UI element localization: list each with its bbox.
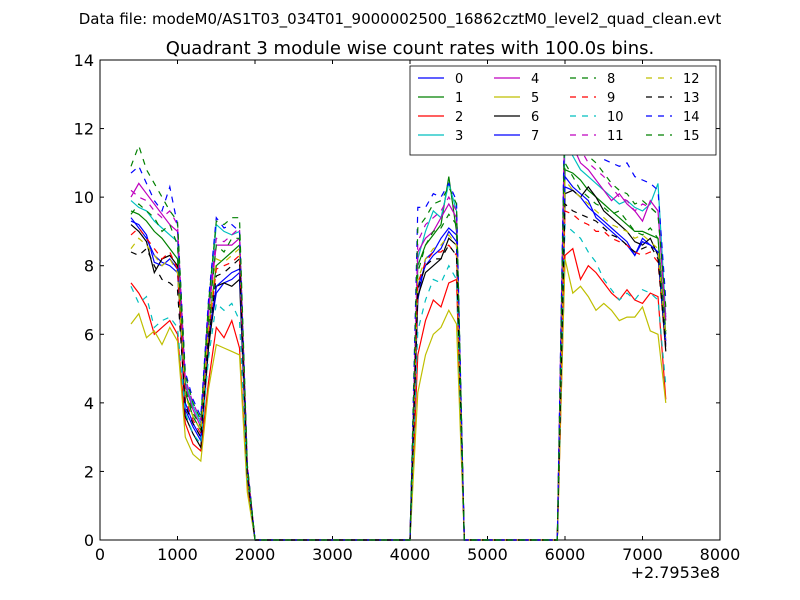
- legend-label-5: 5: [531, 91, 539, 106]
- legend-label-7: 7: [531, 129, 539, 144]
- x-tick-label: 4000: [390, 545, 431, 564]
- series-line-13: [130, 202, 667, 541]
- x-tick-label: 8000: [700, 545, 741, 564]
- legend-label-11: 11: [607, 129, 624, 144]
- y-tick-label: 4: [84, 394, 94, 413]
- x-tick-label: 5000: [467, 545, 508, 564]
- chart-title: Quadrant 3 module wise count rates with …: [166, 38, 655, 59]
- x-tick-label: 0: [95, 545, 105, 564]
- legend-label-4: 4: [531, 72, 539, 87]
- y-tick-label: 6: [84, 325, 94, 344]
- legend-label-10: 10: [607, 110, 624, 125]
- suptitle: Data file: modeM0/AS1T03_034T01_90000025…: [79, 10, 722, 29]
- legend-label-1: 1: [455, 91, 463, 106]
- y-tick-label: 12: [74, 120, 94, 139]
- x-tick-label: 1000: [157, 545, 198, 564]
- legend-label-2: 2: [455, 110, 463, 125]
- axis-ticks: 0 1000 2000 3000 4000 5000 6000 7000 80000246810…: [74, 51, 741, 564]
- legend-label-12: 12: [683, 72, 700, 87]
- y-tick-label: 8: [84, 257, 94, 276]
- legend-label-13: 13: [683, 91, 700, 106]
- legend-label-8: 8: [607, 72, 615, 87]
- legend-label-14: 14: [683, 110, 700, 125]
- legend-label-3: 3: [455, 129, 463, 144]
- legend-label-0: 0: [455, 72, 463, 87]
- legend-label-6: 6: [531, 110, 539, 125]
- series-line-15: [130, 107, 667, 541]
- x-offset-label: +2.7953e8: [631, 563, 720, 582]
- series-line-12: [130, 178, 667, 541]
- x-tick-label: 3000: [312, 545, 353, 564]
- y-tick-label: 14: [74, 51, 94, 70]
- legend-label-9: 9: [607, 91, 615, 106]
- y-tick-label: 0: [84, 531, 94, 550]
- y-tick-label: 2: [84, 462, 94, 481]
- x-tick-label: 7000: [622, 545, 663, 564]
- legend-box: [409, 65, 717, 156]
- x-tick-label: 6000: [545, 545, 586, 564]
- x-tick-label: 2000: [235, 545, 276, 564]
- legend-label-15: 15: [683, 129, 700, 144]
- y-tick-label: 10: [74, 188, 94, 207]
